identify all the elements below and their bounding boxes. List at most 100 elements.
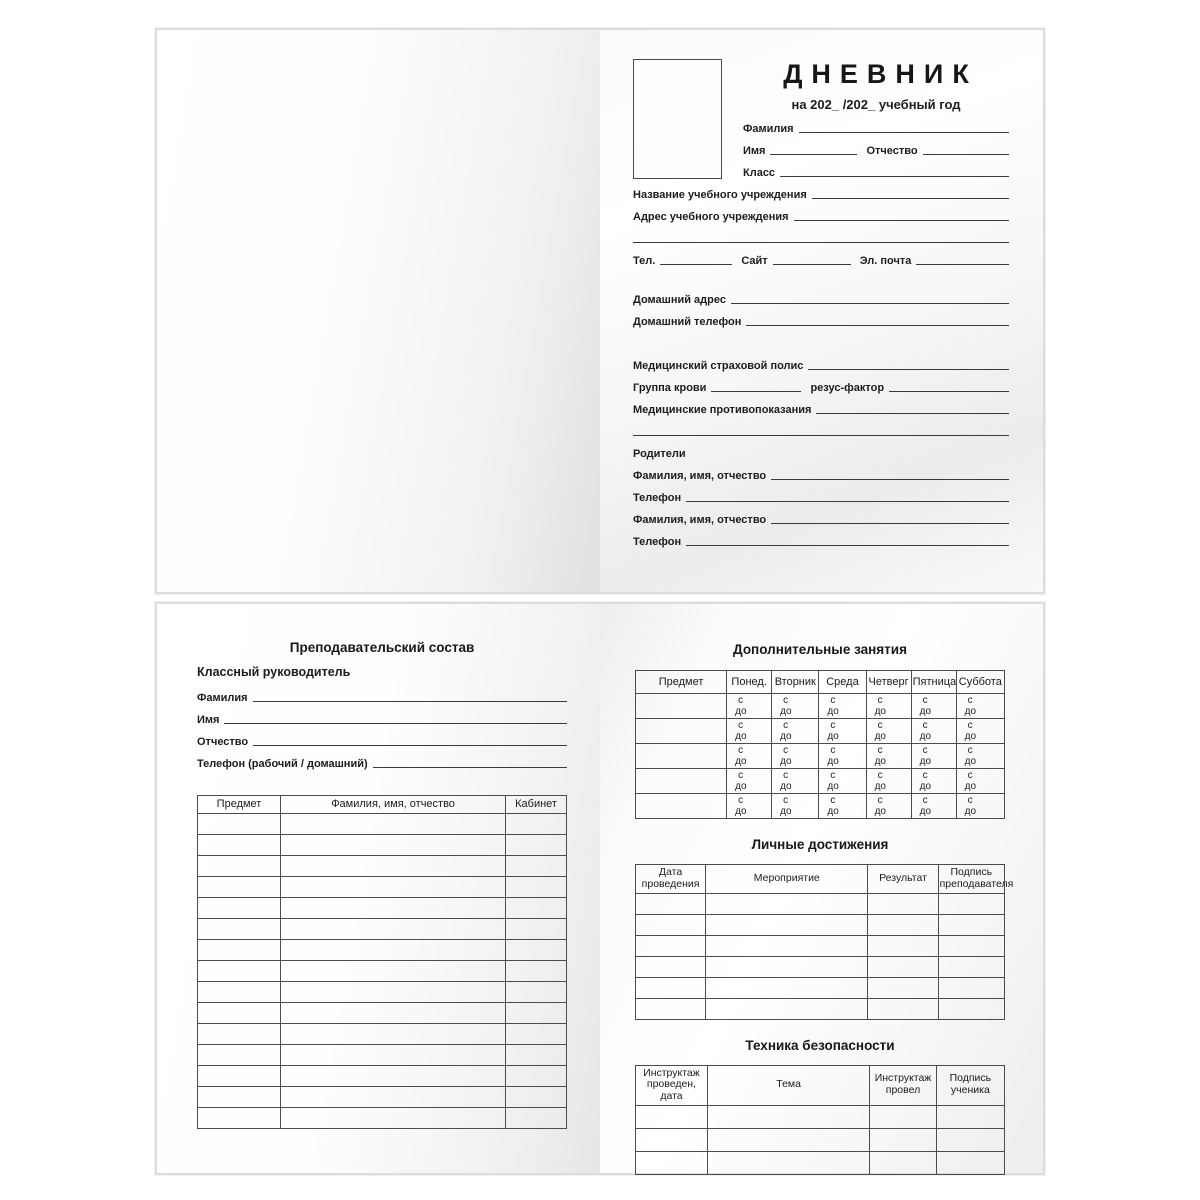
time-to-label: до <box>874 706 886 717</box>
time-to-label: до <box>780 731 792 742</box>
rh-factor-label: резус-фактор <box>810 382 885 394</box>
time-from-label: с <box>877 695 883 706</box>
parent1-phone-line <box>686 501 1009 502</box>
empty-table-row <box>196 918 567 940</box>
empty-table-cell: с до <box>818 743 867 769</box>
school-address-line <box>793 220 1009 221</box>
empty-table-cell <box>869 1150 937 1175</box>
empty-table-row <box>196 855 567 877</box>
time-to-label: до <box>827 706 839 717</box>
empty-table-cell <box>280 939 507 961</box>
teachers-table-body <box>196 813 567 1129</box>
time-to-label: до <box>919 731 932 742</box>
teachers-page: Преподавательский состав Классный руково… <box>157 604 600 1173</box>
empty-table-row <box>196 1023 567 1045</box>
empty-table-cell <box>280 1044 507 1066</box>
empty-table-cell <box>634 913 707 936</box>
empty-table-cell <box>867 997 939 1020</box>
time-to-label: до <box>964 731 977 742</box>
empty-table-cell <box>196 876 282 898</box>
contraindications-line <box>816 413 1009 414</box>
parent2-fio-label: Фамилия, имя, отчество <box>633 514 767 526</box>
teachers-table-header-row: Предмет Фамилия, имя, отчество Кабинет <box>196 795 567 814</box>
extra-classes-body: с до с до с до с до с до с до с до с до с до с до с до с до с до с… <box>634 693 1006 819</box>
time-to-label: до <box>780 706 792 717</box>
extra-classes-header-row: Предмет Понед. Вторник Среда Четверг Пят… <box>634 670 1006 694</box>
parent2-fio-field: Фамилия, имя, отчество <box>633 504 1009 526</box>
empty-table-cell <box>634 934 707 957</box>
time-to-label: до <box>827 756 839 767</box>
col-header-monday: Понед. <box>726 670 773 694</box>
time-from-label: с <box>738 795 744 806</box>
email-line <box>916 264 1009 265</box>
time-to-label: до <box>827 806 839 817</box>
name-line <box>770 154 858 155</box>
empty-table-cell <box>867 892 939 915</box>
empty-table-row <box>635 1150 1006 1175</box>
rh-factor-line <box>889 391 1009 392</box>
teacher-name-label: Имя <box>197 714 220 726</box>
col-header-result: Результат <box>867 864 939 894</box>
empty-table-cell <box>505 834 567 856</box>
empty-table-cell <box>505 897 567 919</box>
teacher-name-line <box>224 723 567 724</box>
teachers-title: Преподавательский состав <box>289 640 475 655</box>
time-from-label: с <box>922 770 928 781</box>
parent2-phone-label: Телефон <box>633 536 682 548</box>
empty-table-cell <box>196 918 282 940</box>
empty-table-cell: с до <box>910 743 957 769</box>
empty-table-cell <box>706 1127 871 1152</box>
time-from-label: с <box>877 795 883 806</box>
empty-table-cell: с до <box>771 768 820 794</box>
time-to-label: до <box>919 806 932 817</box>
empty-table-cell <box>937 934 1006 957</box>
achievements-header-row: Дата проведения Мероприятие Результат По… <box>634 864 1013 894</box>
teacher-surname-field: Фамилия <box>197 682 567 704</box>
tel-label: Тел. <box>633 255 656 267</box>
time-to-label: до <box>874 756 886 767</box>
empty-table-cell <box>196 897 282 919</box>
time-from-label: с <box>738 695 744 706</box>
col-header-pupil-signature: Подпись ученика <box>935 1064 1006 1106</box>
teachers-table: Предмет Фамилия, имя, отчество Кабинет <box>196 795 567 1129</box>
time-from-label: с <box>783 770 789 781</box>
col-header-thursday: Четверг <box>865 670 912 694</box>
empty-table-row <box>635 1127 1006 1152</box>
empty-table-row <box>196 897 567 919</box>
time-to-label: до <box>964 706 977 717</box>
empty-table-cell <box>280 1002 507 1024</box>
email-label: Эл. почта <box>859 255 912 267</box>
empty-table-cell: с до <box>771 693 820 719</box>
time-to-label: до <box>735 806 747 817</box>
empty-table-cell <box>937 892 1006 915</box>
empty-table-row <box>196 981 567 1003</box>
contraindications-field: Медицинские противопоказания <box>633 394 1009 416</box>
empty-table-cell <box>705 913 869 936</box>
time-to-label: до <box>735 781 747 792</box>
contraindications-label: Медицинские противопоказания <box>633 404 812 416</box>
empty-table-cell <box>867 955 939 978</box>
empty-table-cell <box>505 918 567 940</box>
parent1-phone-field: Телефон <box>633 482 1009 504</box>
empty-table-cell <box>280 876 507 898</box>
empty-table-cell <box>869 1127 937 1152</box>
empty-table-cell <box>635 1150 708 1175</box>
time-from-label: с <box>830 695 836 706</box>
empty-table-cell <box>280 855 507 877</box>
empty-table-cell: с до <box>865 718 912 744</box>
time-to-label: до <box>964 781 977 792</box>
cover-head-right: ДНЕВНИК на 202_ /202_ учебный год Фамили… <box>743 59 1009 179</box>
empty-table-cell: с до <box>818 768 867 794</box>
empty-table-cell <box>634 976 707 999</box>
empty-table-cell <box>505 1107 567 1129</box>
col-header-briefing-date: Инструктаж проведен, дата <box>635 1064 708 1106</box>
empty-table-cell: с до <box>910 793 957 819</box>
empty-table-row <box>634 913 1006 936</box>
empty-table-cell <box>705 955 869 978</box>
time-to-label: до <box>919 781 932 792</box>
empty-table-row <box>196 1065 567 1087</box>
time-to-label: до <box>780 806 792 817</box>
empty-table-cell <box>935 1104 1006 1129</box>
class-teacher-label: Классный руководитель <box>197 665 351 679</box>
school-name-field: Название учебного учреждения <box>633 179 1009 201</box>
